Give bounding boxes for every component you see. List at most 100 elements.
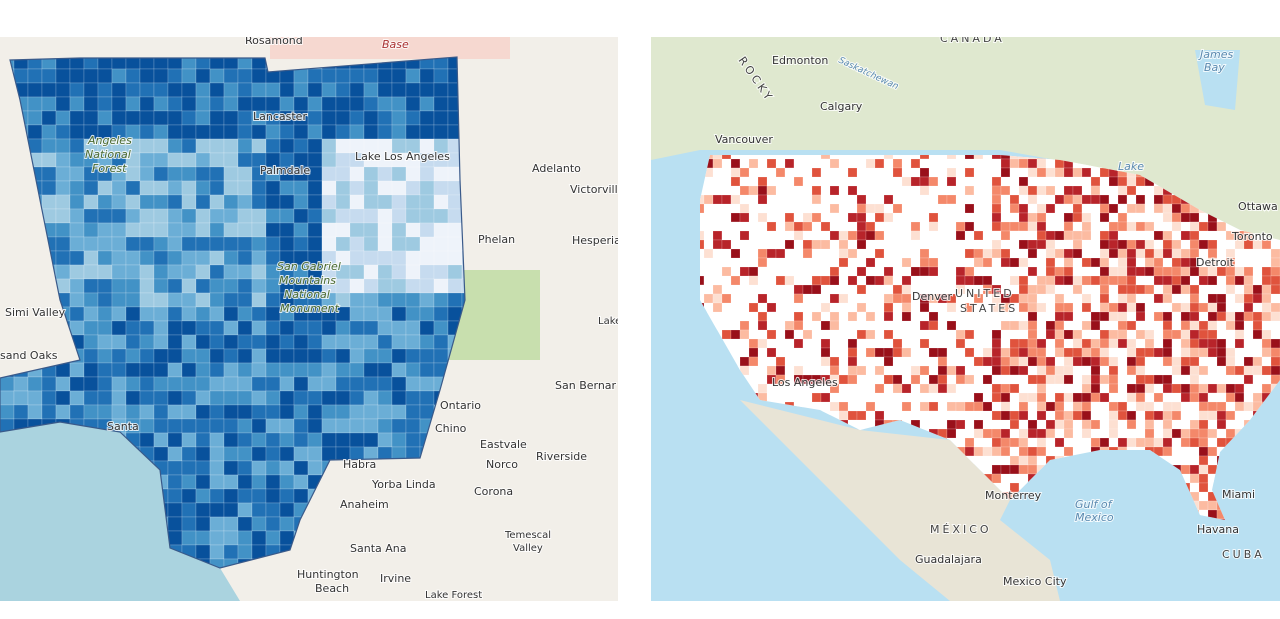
region (251, 488, 267, 504)
region (901, 293, 912, 304)
region (1081, 203, 1092, 214)
region (1162, 392, 1173, 403)
region (405, 306, 421, 322)
region (1000, 365, 1011, 376)
region (69, 138, 85, 154)
region (892, 221, 903, 232)
region (195, 376, 211, 392)
region (433, 334, 449, 350)
region (1144, 203, 1155, 214)
region (181, 418, 197, 434)
region (83, 82, 99, 98)
region (335, 152, 351, 168)
region (991, 437, 1002, 448)
region (209, 334, 225, 350)
region (1207, 275, 1218, 286)
region (1243, 302, 1254, 313)
region (111, 250, 127, 266)
region (209, 418, 225, 434)
region (1198, 329, 1209, 340)
region (447, 222, 463, 238)
region (97, 222, 113, 238)
region (700, 257, 705, 268)
place-label: National (85, 148, 131, 161)
region (1081, 230, 1092, 241)
place-label: Bay (1204, 61, 1225, 74)
region (1099, 302, 1110, 313)
region (307, 82, 323, 98)
region (405, 404, 421, 420)
region (1135, 374, 1146, 385)
place-label: Simi Valley (5, 306, 66, 319)
region (27, 96, 43, 112)
region (97, 334, 113, 350)
region (1207, 365, 1218, 376)
region (793, 383, 804, 394)
region (829, 311, 840, 322)
region (874, 311, 885, 322)
region (335, 348, 351, 364)
region (41, 138, 57, 154)
region (279, 460, 295, 476)
region (1018, 410, 1029, 421)
region (223, 362, 239, 378)
region (982, 347, 993, 358)
region (279, 474, 295, 490)
region (712, 293, 723, 304)
region (1216, 320, 1227, 331)
region (97, 320, 113, 336)
region (433, 250, 449, 266)
region (1189, 437, 1200, 448)
region (883, 293, 894, 304)
region (139, 180, 155, 196)
region (1072, 284, 1083, 295)
region (1189, 329, 1200, 340)
region (237, 348, 253, 364)
region (1018, 167, 1029, 178)
region (167, 264, 183, 280)
region (377, 278, 393, 294)
region (209, 474, 225, 490)
region (1162, 446, 1173, 457)
region (1225, 392, 1236, 403)
region (1171, 428, 1182, 439)
region (766, 311, 777, 322)
region (181, 250, 197, 266)
region (265, 516, 281, 532)
region (1045, 248, 1056, 259)
region (928, 266, 939, 277)
region (279, 418, 295, 434)
region (335, 124, 351, 140)
region (910, 338, 921, 349)
region (307, 96, 323, 112)
region (195, 474, 211, 490)
region (265, 488, 281, 504)
region (748, 203, 759, 214)
region (111, 278, 127, 294)
region (1081, 302, 1092, 313)
region (69, 166, 85, 182)
region (910, 230, 921, 241)
region (153, 180, 169, 196)
region (1225, 275, 1236, 286)
region (1126, 212, 1137, 223)
region (766, 347, 777, 358)
region (251, 460, 267, 476)
region (991, 374, 1002, 385)
region (1036, 338, 1047, 349)
region (265, 208, 281, 224)
region (391, 180, 407, 196)
region (847, 338, 858, 349)
region (1126, 257, 1137, 268)
region (209, 166, 225, 182)
region (1171, 293, 1182, 304)
region (433, 180, 449, 196)
region (883, 338, 894, 349)
region (195, 278, 211, 294)
region (349, 110, 365, 126)
region (1126, 239, 1137, 250)
region (946, 428, 957, 439)
region (1216, 374, 1227, 385)
region (910, 374, 921, 385)
region (167, 166, 183, 182)
